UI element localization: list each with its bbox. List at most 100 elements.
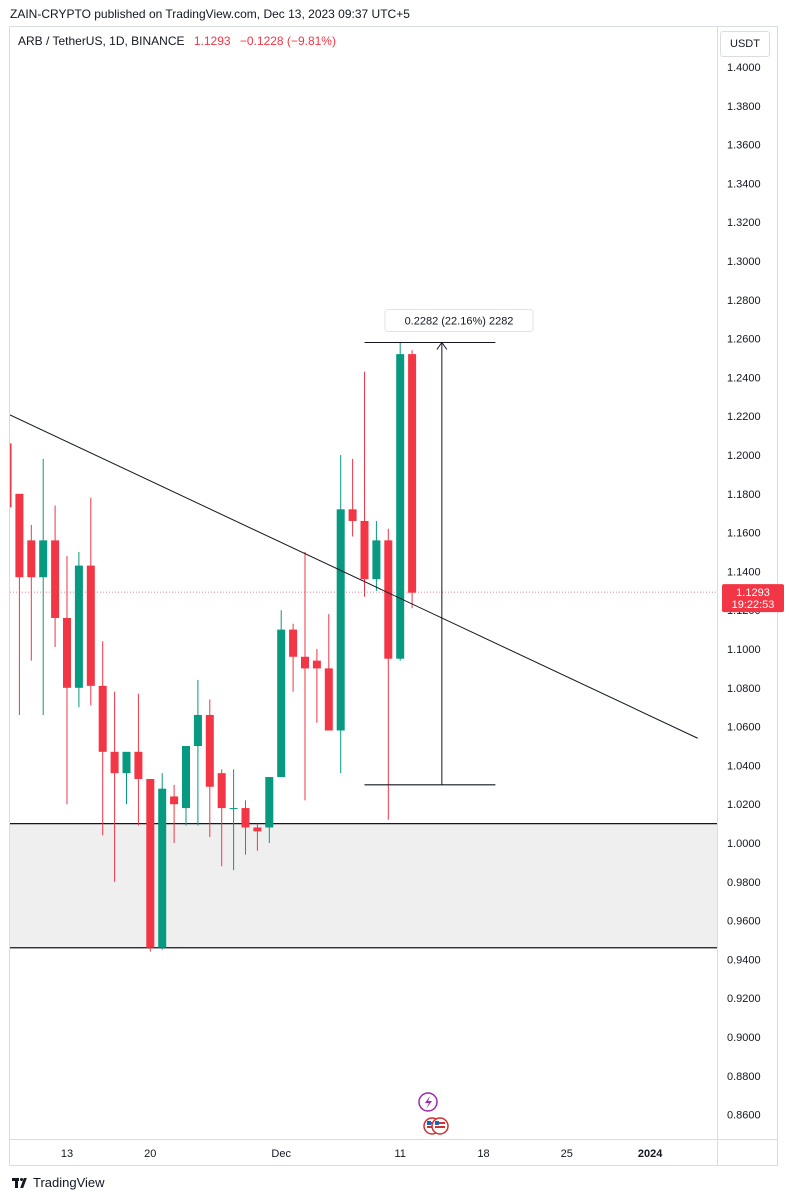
candle[interactable] — [265, 777, 274, 843]
candle-body — [205, 714, 214, 787]
candle[interactable] — [158, 773, 167, 950]
y-tick-label: 1.0000 — [727, 838, 761, 850]
publisher-info: ZAIN-CRYPTO published on TradingView.com… — [10, 7, 410, 21]
candle[interactable] — [110, 691, 119, 882]
candle-body — [170, 796, 179, 805]
candle-body — [408, 354, 417, 593]
y-tick-label: 0.8800 — [727, 1071, 761, 1083]
us-flag-event-icon — [431, 1117, 449, 1135]
candle-body — [277, 629, 286, 778]
candle[interactable] — [372, 520, 381, 591]
candle[interactable] — [39, 458, 48, 715]
event-markers — [418, 1092, 449, 1135]
candle[interactable] — [146, 778, 155, 952]
price-tag-countdown: 19:22:53 — [732, 599, 775, 611]
candle[interactable] — [408, 350, 417, 609]
y-tick-label: 1.3400 — [727, 178, 761, 190]
candle[interactable] — [324, 614, 333, 731]
candle[interactable] — [122, 751, 131, 805]
y-tick-label: 1.1800 — [727, 489, 761, 501]
footer-brand[interactable]: TradingView — [12, 1175, 105, 1190]
support-zone — [10, 823, 717, 948]
y-tick-label: 1.1400 — [727, 566, 761, 578]
candle[interactable] — [336, 455, 345, 774]
candle[interactable] — [193, 680, 202, 826]
candle-body — [289, 629, 298, 657]
y-tick-label: 0.8600 — [727, 1110, 761, 1122]
y-tick-label: 1.2800 — [727, 295, 761, 307]
candle[interactable] — [229, 769, 238, 871]
candle-body — [134, 751, 143, 779]
candle-body — [110, 751, 119, 774]
candle-body — [301, 656, 309, 669]
us-flag-stripe — [435, 1122, 445, 1124]
candle-body — [193, 714, 202, 746]
x-tick-label: 25 — [561, 1148, 573, 1160]
candle[interactable] — [15, 493, 24, 715]
candle[interactable] — [27, 524, 36, 661]
x-tick-label: 18 — [477, 1148, 489, 1160]
candle[interactable] — [86, 497, 95, 706]
measure-arrow-head — [436, 341, 448, 350]
trendline — [10, 414, 698, 739]
candle[interactable] — [98, 641, 107, 836]
candle[interactable] — [217, 769, 226, 867]
candle[interactable] — [396, 342, 405, 661]
candle[interactable] — [312, 649, 321, 723]
y-tick-label: 1.0800 — [727, 683, 761, 695]
candle[interactable] — [74, 552, 83, 708]
candle[interactable] — [182, 746, 190, 826]
candle[interactable] — [205, 699, 214, 838]
candle[interactable] — [384, 528, 393, 820]
candle-body — [348, 509, 357, 521]
candle[interactable] — [348, 458, 357, 537]
candle-body — [10, 443, 12, 508]
us-flag-canton — [435, 1121, 439, 1125]
us-flag-stripe — [435, 1126, 445, 1128]
y-tick-label: 0.9800 — [727, 877, 761, 889]
candle[interactable] — [241, 800, 250, 855]
candle-body — [217, 773, 226, 809]
candle-body — [241, 808, 250, 828]
y-tick-label: 1.1000 — [727, 644, 761, 656]
price-tag-box — [722, 584, 784, 613]
y-tick-label: 1.4000 — [727, 62, 761, 74]
candle[interactable] — [277, 610, 286, 778]
y-tick-label: 0.9000 — [727, 1032, 761, 1044]
candle-body — [15, 493, 24, 578]
candle[interactable] — [134, 693, 143, 826]
candle-body — [372, 540, 381, 580]
candle-body — [74, 565, 83, 688]
candle[interactable] — [51, 505, 60, 648]
symbol-legend[interactable]: ARB / TetherUS, 1D, BINANCE 1.1293 −0.12… — [18, 34, 336, 48]
y-tick-label: 1.2600 — [727, 334, 761, 346]
y-tick-label: 0.9400 — [727, 954, 761, 966]
symbol-price: 1.1293 — [193, 34, 231, 48]
currency-button[interactable]: USDT — [720, 31, 770, 57]
y-tick-label: 1.0600 — [727, 722, 761, 734]
candle[interactable] — [63, 555, 71, 805]
price-tag-price: 1.1293 — [736, 587, 770, 599]
candle-body — [158, 788, 167, 948]
candle-body — [360, 520, 369, 580]
candle-body — [336, 509, 345, 731]
candle[interactable] — [301, 552, 309, 801]
candle-body — [253, 827, 262, 832]
measure-label-box — [384, 308, 534, 332]
candle[interactable] — [289, 623, 298, 692]
candle-body — [86, 565, 95, 686]
candle-body — [229, 808, 238, 810]
candle-body — [182, 746, 190, 809]
candle-body — [265, 777, 274, 828]
candle[interactable] — [4, 408, 12, 585]
y-tick-label: 0.9600 — [727, 916, 761, 928]
candle-body — [146, 778, 155, 948]
y-tick-label: 0.9200 — [727, 993, 761, 1005]
candle[interactable] — [253, 823, 262, 851]
y-tick-label: 1.3200 — [727, 217, 761, 229]
candle[interactable] — [360, 371, 369, 597]
candle[interactable] — [170, 784, 179, 843]
candle-body — [39, 540, 48, 578]
